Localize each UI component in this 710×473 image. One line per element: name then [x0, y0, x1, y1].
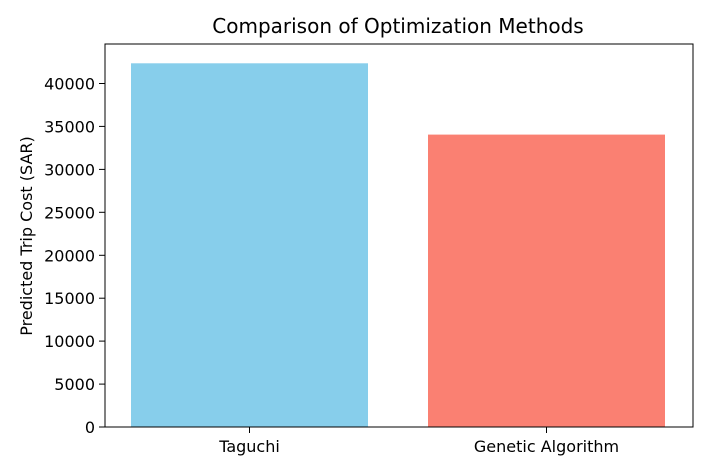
bar-taguchi [131, 63, 368, 428]
bar-genetic-algorithm [428, 134, 665, 427]
y-tick-label: 15000 [44, 289, 95, 308]
x-axis-ticks: Taguchi Genetic Algorithm [218, 427, 619, 456]
y-tick-label: 0 [85, 418, 95, 437]
y-tick-label: 35000 [44, 117, 95, 136]
bars-group [131, 63, 665, 428]
x-tick-label: Genetic Algorithm [474, 437, 619, 456]
y-tick-label: 25000 [44, 203, 95, 222]
y-axis-label: Predicted Trip Cost (SAR) [17, 136, 36, 336]
y-axis-ticks: 0 5000 10000 15000 20000 25000 30000 35000 40000 [44, 75, 105, 437]
plot-frame [104, 43, 694, 428]
y-tick-label: 10000 [44, 332, 95, 351]
y-tick-label: 20000 [44, 246, 95, 265]
y-tick-label: 5000 [54, 375, 95, 394]
chart-title: Comparison of Optimization Methods [212, 14, 583, 38]
y-tick-label: 30000 [44, 160, 95, 179]
x-tick-label: Taguchi [218, 437, 280, 456]
y-tick-label: 40000 [44, 75, 95, 94]
